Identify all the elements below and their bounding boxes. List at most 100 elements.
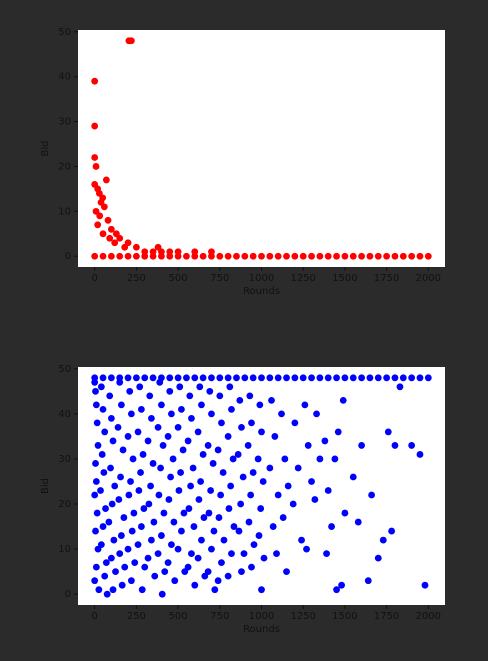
point <box>139 451 147 458</box>
point <box>92 563 100 571</box>
point <box>109 437 117 445</box>
point <box>208 252 215 260</box>
point <box>127 577 135 585</box>
point <box>205 509 213 517</box>
point <box>187 482 195 490</box>
point <box>176 383 184 391</box>
point <box>158 374 165 382</box>
point <box>227 482 235 490</box>
y-tick-label: 10 <box>58 544 71 555</box>
x-tick-label: 2000 <box>416 273 441 284</box>
point <box>416 451 424 458</box>
point <box>228 550 235 558</box>
point <box>104 216 112 224</box>
point <box>207 487 215 494</box>
point <box>158 401 165 409</box>
point <box>364 577 372 585</box>
point <box>91 77 99 85</box>
point <box>391 374 399 382</box>
point <box>154 550 162 558</box>
point <box>298 536 305 544</box>
point <box>99 230 107 238</box>
point <box>249 469 257 476</box>
point <box>149 460 157 467</box>
point <box>218 559 225 567</box>
point <box>109 586 117 594</box>
point <box>284 482 292 490</box>
point <box>258 428 265 436</box>
point <box>274 374 282 382</box>
point <box>170 518 178 526</box>
point <box>228 405 235 413</box>
y-tick-label: 0 <box>65 251 71 262</box>
subplot: 0 250 500 750 1000 1250 1500 1750 2000 0 10 20 30 40 5… <box>40 364 445 635</box>
point <box>92 527 99 535</box>
point <box>177 469 184 476</box>
point <box>184 563 192 571</box>
point <box>239 473 247 481</box>
x-tick-label: 1000 <box>249 611 274 622</box>
point <box>408 442 416 449</box>
point <box>99 523 107 530</box>
point <box>291 419 299 427</box>
point <box>195 496 203 503</box>
point <box>311 496 319 503</box>
x-tick-label: 1500 <box>332 273 357 284</box>
point <box>323 550 330 558</box>
x-tick-label: 0 <box>91 611 97 622</box>
point <box>97 383 105 391</box>
point <box>110 536 118 544</box>
point <box>333 252 340 260</box>
point <box>204 442 212 449</box>
point <box>171 577 179 585</box>
point <box>199 252 207 260</box>
point <box>204 568 212 576</box>
point <box>349 252 357 260</box>
point <box>358 252 365 260</box>
point <box>416 252 424 260</box>
point <box>224 374 232 382</box>
point <box>97 487 104 494</box>
point <box>269 523 277 530</box>
x-tick-label: 250 <box>127 273 146 284</box>
point <box>198 401 205 409</box>
point <box>200 514 208 521</box>
point <box>148 414 155 422</box>
point <box>236 396 244 404</box>
point <box>316 455 324 463</box>
point <box>196 383 204 391</box>
point <box>160 509 168 517</box>
point <box>258 374 265 382</box>
point <box>146 392 154 400</box>
point <box>341 509 349 517</box>
point <box>339 396 347 404</box>
point <box>95 586 103 594</box>
point <box>137 405 145 413</box>
point <box>107 225 115 233</box>
point <box>214 446 222 454</box>
point <box>291 252 299 260</box>
point <box>183 374 190 382</box>
point <box>111 239 119 247</box>
point <box>174 424 182 431</box>
point <box>140 505 148 512</box>
point <box>124 374 132 382</box>
point <box>341 374 349 382</box>
point <box>247 491 255 499</box>
point <box>324 374 332 382</box>
x-axis-label: Rounds <box>243 624 280 635</box>
point <box>112 568 119 576</box>
point <box>92 207 100 215</box>
point <box>199 451 207 458</box>
point <box>208 374 215 382</box>
point <box>136 383 144 391</box>
point <box>216 392 224 400</box>
y-tick-label: 0 <box>65 589 71 600</box>
point <box>178 405 185 413</box>
point <box>424 374 432 382</box>
point <box>308 252 315 260</box>
point <box>274 252 282 260</box>
point <box>328 523 335 530</box>
point <box>174 545 182 553</box>
point <box>184 437 192 445</box>
